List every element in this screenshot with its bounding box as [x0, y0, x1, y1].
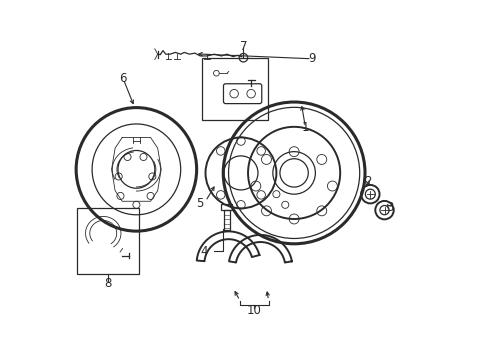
Text: 9: 9	[307, 52, 315, 65]
Text: 6: 6	[119, 72, 127, 85]
Text: 5: 5	[196, 197, 203, 210]
Text: 8: 8	[104, 277, 111, 290]
Text: 1: 1	[301, 121, 308, 134]
Text: 3: 3	[386, 201, 393, 214]
Text: 4: 4	[200, 245, 207, 258]
Bar	[202, 58, 267, 120]
Text: 2: 2	[364, 175, 371, 188]
Text: 7: 7	[239, 40, 246, 53]
Bar	[77, 208, 139, 274]
Bar	[223, 210, 229, 230]
Text: 10: 10	[246, 304, 261, 317]
